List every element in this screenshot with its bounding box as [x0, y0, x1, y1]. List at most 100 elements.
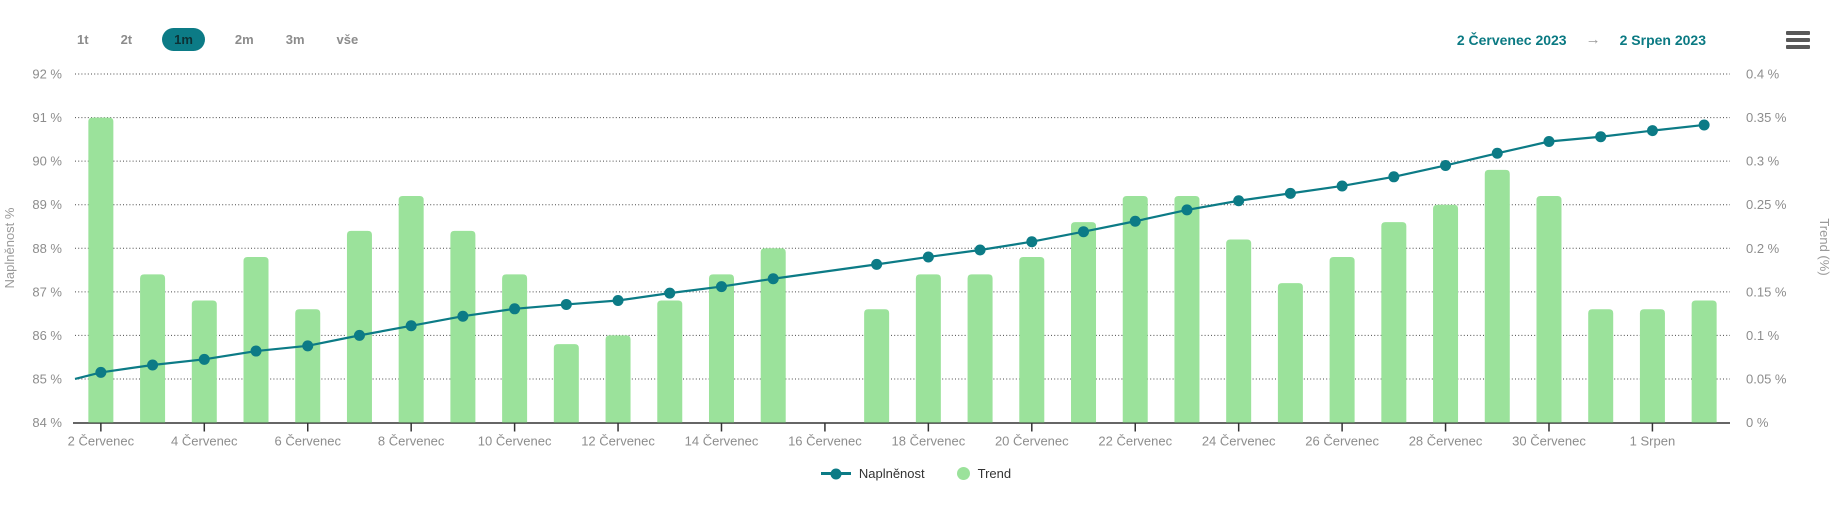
x-axis-tick-label: 30 Červenec	[1512, 434, 1586, 449]
point-2-srpen[interactable]	[1698, 119, 1710, 131]
point-4-cervenec[interactable]	[198, 353, 210, 365]
bar-1-srpen[interactable]	[1639, 309, 1665, 423]
bar-30-cervenec[interactable]	[1536, 195, 1562, 423]
date-from[interactable]: 2 Červenec 2023	[1456, 31, 1567, 48]
point-13-cervenec[interactable]	[664, 287, 676, 299]
trend-line	[74, 123, 1705, 381]
bar-25-cervenec[interactable]	[1277, 283, 1303, 423]
point-21-cervenec[interactable]	[1078, 226, 1090, 238]
bar-14-cervenec[interactable]	[708, 274, 734, 423]
legend-label: Trend	[977, 466, 1012, 481]
point-3-cervenec[interactable]	[147, 359, 159, 371]
date-to[interactable]: 2 Srpen 2023	[1619, 31, 1706, 48]
point-23-cervenec[interactable]	[1181, 204, 1193, 216]
x-axis-tick-label: 16 Červenec	[788, 434, 862, 449]
bar-20-cervenec[interactable]	[1019, 256, 1045, 423]
point-18-cervenec[interactable]	[922, 251, 934, 263]
range-button-2m[interactable]: 2m	[234, 32, 254, 47]
arrow-right-icon: →	[1585, 31, 1601, 48]
legend-item-trend[interactable]: Trend	[956, 466, 1012, 481]
point-27-cervenec[interactable]	[1388, 171, 1400, 183]
point-26-cervenec[interactable]	[1336, 180, 1348, 192]
point-25-cervenec[interactable]	[1284, 187, 1296, 199]
right-axis-tick-label: 0.4 %	[1746, 67, 1780, 82]
range-button-1m[interactable]: 1m	[162, 28, 205, 51]
x-axis-tick-label: 8 Červenec	[378, 434, 445, 449]
left-axis-tick-label: 89 %	[32, 197, 62, 212]
left-axis-tick-label: 87 %	[32, 284, 62, 299]
bar-2-srpen[interactable]	[1691, 300, 1717, 423]
bar-27-cervenec[interactable]	[1381, 222, 1407, 423]
chart-legend: Naplněnost Trend	[0, 466, 1832, 481]
bar-21-cervenec[interactable]	[1071, 222, 1097, 423]
point-19-cervenec[interactable]	[974, 244, 986, 256]
bar-23-cervenec[interactable]	[1174, 195, 1200, 423]
bar-9-cervenec[interactable]	[450, 230, 476, 423]
point-14-cervenec[interactable]	[715, 281, 727, 293]
point-15-cervenec[interactable]	[767, 273, 779, 285]
bar-7-cervenec[interactable]	[346, 230, 372, 423]
right-axis-tick-label: 0.1 %	[1746, 328, 1780, 343]
bar-2-cervenec[interactable]	[88, 117, 114, 423]
point-30-cervenec[interactable]	[1543, 136, 1555, 148]
x-axis-tick-label: 28 Červenec	[1409, 434, 1483, 449]
bar-11-cervenec[interactable]	[553, 344, 579, 423]
bar-26-cervenec[interactable]	[1329, 256, 1355, 423]
bar-12-cervenec[interactable]	[605, 335, 631, 423]
bar-28-cervenec[interactable]	[1433, 204, 1459, 423]
point-12-cervenec[interactable]	[612, 295, 624, 307]
point-17-cervenec[interactable]	[871, 258, 883, 270]
left-axis-title: Naplněnost %	[2, 207, 17, 288]
bar-17-cervenec[interactable]	[864, 309, 890, 423]
bar-31-cervenec[interactable]	[1588, 309, 1614, 423]
left-axis-tick-label: 88 %	[32, 241, 62, 256]
bar-29-cervenec[interactable]	[1484, 169, 1510, 423]
range-button-vse[interactable]: vše	[336, 32, 359, 47]
point-20-cervenec[interactable]	[1026, 236, 1038, 248]
point-6-cervenec[interactable]	[302, 340, 314, 352]
x-axis-tick-label: 18 Červenec	[892, 434, 966, 449]
x-axis-tick-label: 1 Srpen	[1630, 434, 1676, 449]
point-7-cervenec[interactable]	[353, 329, 365, 341]
bar-8-cervenec[interactable]	[398, 195, 424, 423]
hamburger-menu-icon[interactable]	[1784, 29, 1812, 51]
point-1-srpen[interactable]	[1646, 125, 1658, 137]
point-2-cervenec[interactable]	[95, 366, 107, 378]
legend-item-naplnenost[interactable]: Naplněnost	[820, 466, 925, 481]
line-dot-marker-icon	[820, 468, 851, 479]
point-24-cervenec[interactable]	[1233, 195, 1245, 207]
bar-13-cervenec[interactable]	[657, 300, 683, 423]
left-axis-tick-label: 91 %	[32, 110, 62, 125]
x-axis-tick-label: 4 Červenec	[171, 434, 238, 449]
point-8-cervenec[interactable]	[405, 320, 417, 332]
bar-24-cervenec[interactable]	[1226, 239, 1252, 423]
point-9-cervenec[interactable]	[457, 310, 469, 322]
bar-3-cervenec[interactable]	[140, 274, 166, 423]
point-22-cervenec[interactable]	[1129, 215, 1141, 227]
range-button-2t[interactable]: 2t	[120, 32, 133, 47]
point-5-cervenec[interactable]	[250, 345, 262, 357]
point-11-cervenec[interactable]	[560, 298, 572, 310]
right-axis-tick-label: 0.15 %	[1746, 284, 1787, 299]
bar-6-cervenec[interactable]	[295, 309, 321, 423]
bar-15-cervenec[interactable]	[760, 248, 786, 423]
x-axis-tick-label: 22 Červenec	[1098, 434, 1172, 449]
left-axis-tick-label: 90 %	[32, 154, 62, 169]
range-button-3m[interactable]: 3m	[285, 32, 305, 47]
point-28-cervenec[interactable]	[1440, 159, 1452, 171]
point-31-cervenec[interactable]	[1595, 131, 1607, 143]
bar-18-cervenec[interactable]	[915, 274, 941, 423]
x-axis-tick-label: 14 Červenec	[685, 434, 759, 449]
range-button-1t[interactable]: 1t	[77, 32, 89, 47]
circle-marker-icon	[956, 467, 970, 480]
bar-22-cervenec[interactable]	[1122, 195, 1148, 423]
point-10-cervenec[interactable]	[509, 303, 521, 315]
right-axis-tick-label: 0.3 %	[1746, 154, 1780, 169]
bar-19-cervenec[interactable]	[967, 274, 993, 423]
bar-10-cervenec[interactable]	[502, 274, 528, 423]
point-29-cervenec[interactable]	[1491, 147, 1503, 159]
x-axis-tick-label: 24 Červenec	[1202, 434, 1276, 449]
bar-5-cervenec[interactable]	[243, 256, 269, 423]
range-selector: 1t 2t 1m 2m 3m vše	[75, 28, 360, 51]
